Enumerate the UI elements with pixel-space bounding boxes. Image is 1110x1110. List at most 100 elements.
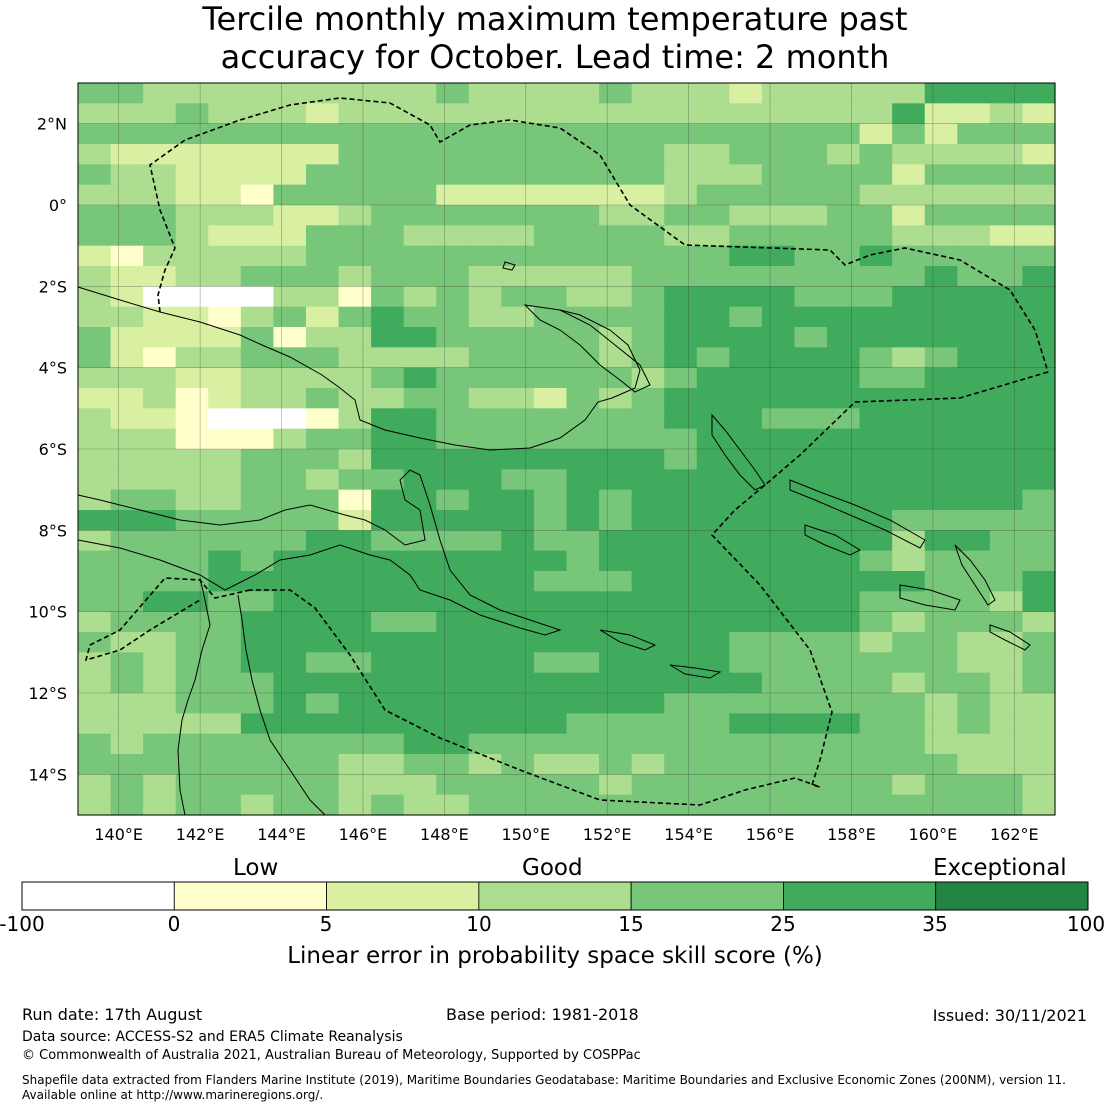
grid-cell (240, 103, 274, 125)
grid-cell (175, 184, 209, 206)
grid-cell (794, 286, 828, 308)
grid-cell (240, 550, 274, 572)
grid-cell (468, 388, 502, 409)
grid-cell (78, 266, 112, 287)
grid-cell (403, 225, 437, 247)
grid-cell (175, 245, 209, 267)
grid-cell (468, 286, 502, 308)
colorbar-outline (21, 881, 1089, 911)
grid-cell (533, 306, 568, 328)
grid-cell (403, 367, 437, 389)
grid-cell (892, 83, 926, 104)
grid-cell (989, 367, 1024, 389)
grid-cell (208, 144, 242, 165)
grid-cell (631, 652, 665, 674)
grid-cell (827, 408, 861, 430)
grid-cell (924, 713, 958, 735)
grid-cell (78, 530, 112, 552)
grid-cell (305, 733, 340, 755)
grid-cell (827, 306, 861, 328)
grid-cell (631, 286, 665, 308)
grid-cell (827, 245, 861, 267)
grid-cell (924, 103, 958, 125)
grid-cell (566, 774, 600, 796)
grid-cell (696, 693, 730, 714)
grid-cell (78, 225, 112, 247)
grid-cell (468, 225, 502, 247)
grid-cell (305, 713, 340, 735)
grid-cell (729, 632, 763, 653)
grid-cell (533, 794, 568, 816)
grid-cell (371, 530, 405, 552)
grid-cell (566, 693, 600, 714)
grid-cell (599, 510, 633, 531)
grid-cell (892, 367, 926, 389)
grid-cell (533, 205, 568, 226)
grid-cell (501, 693, 535, 714)
grid-cell (143, 591, 177, 613)
grid-cell (957, 266, 991, 287)
grid-cell (794, 530, 828, 552)
grid-cell (957, 164, 991, 186)
grid-cell (566, 733, 600, 755)
grid-cell (338, 164, 372, 186)
grid-cell (859, 327, 893, 348)
grid-cell (273, 591, 307, 613)
grid-cell (1022, 245, 1056, 267)
grid-cell (436, 530, 470, 552)
coastline-d-entrecasteaux (599, 629, 657, 651)
grid-cell (827, 164, 861, 186)
grid-cell (892, 510, 926, 531)
grid-cell (338, 367, 372, 389)
grid-cell (957, 611, 991, 633)
lon-tick-label: 140°E (94, 825, 143, 844)
grid-cell (501, 123, 535, 145)
colorbar-segment (21, 881, 175, 911)
grid-cell (175, 205, 209, 226)
grid-cell (631, 184, 665, 206)
grid-cell (729, 205, 763, 226)
grid-cell (729, 754, 763, 775)
grid-cell (371, 672, 405, 694)
eez-png-north (149, 97, 1049, 373)
grid-cell (208, 449, 242, 470)
grid-cell (957, 713, 991, 735)
grid-cell (989, 286, 1024, 308)
grid-cell (1022, 327, 1056, 348)
maritime-boundaries (84, 97, 1049, 806)
grid-cell (403, 652, 437, 674)
grid-cell (403, 306, 437, 328)
grid-cell (436, 632, 470, 653)
grid-cell (892, 693, 926, 714)
grid-cell (305, 103, 340, 125)
grid-cell (403, 672, 437, 694)
shapefile-credit-2: Available online at http://www.marinereg… (22, 1088, 324, 1102)
grid-cell (664, 733, 698, 755)
grid-cell (436, 205, 470, 226)
grid-cell (371, 510, 405, 531)
grid-cell (696, 774, 730, 796)
grid-cell (273, 550, 307, 572)
grid-cell (599, 428, 633, 450)
grid-cell (533, 774, 568, 796)
grid-cell (501, 571, 535, 592)
grid-cell (957, 347, 991, 369)
grid-cell (664, 693, 698, 714)
grid-cell (501, 733, 535, 755)
grid-cell (240, 347, 274, 369)
grid-cell (1022, 530, 1056, 552)
grid-cell (957, 774, 991, 796)
grid-cell (78, 794, 112, 816)
grid-cell (761, 103, 796, 125)
title-line-1: Tercile monthly maximum temperature past (202, 0, 908, 38)
grid-cell (175, 550, 209, 572)
grid-cell (599, 632, 633, 653)
grid-cell (143, 245, 177, 267)
grid-cell (794, 733, 828, 755)
grid-cell (175, 794, 209, 816)
coastline-louisiade (669, 664, 722, 679)
grid-cell (761, 327, 796, 348)
grid-cell (794, 794, 828, 816)
grid-cell (794, 225, 828, 247)
